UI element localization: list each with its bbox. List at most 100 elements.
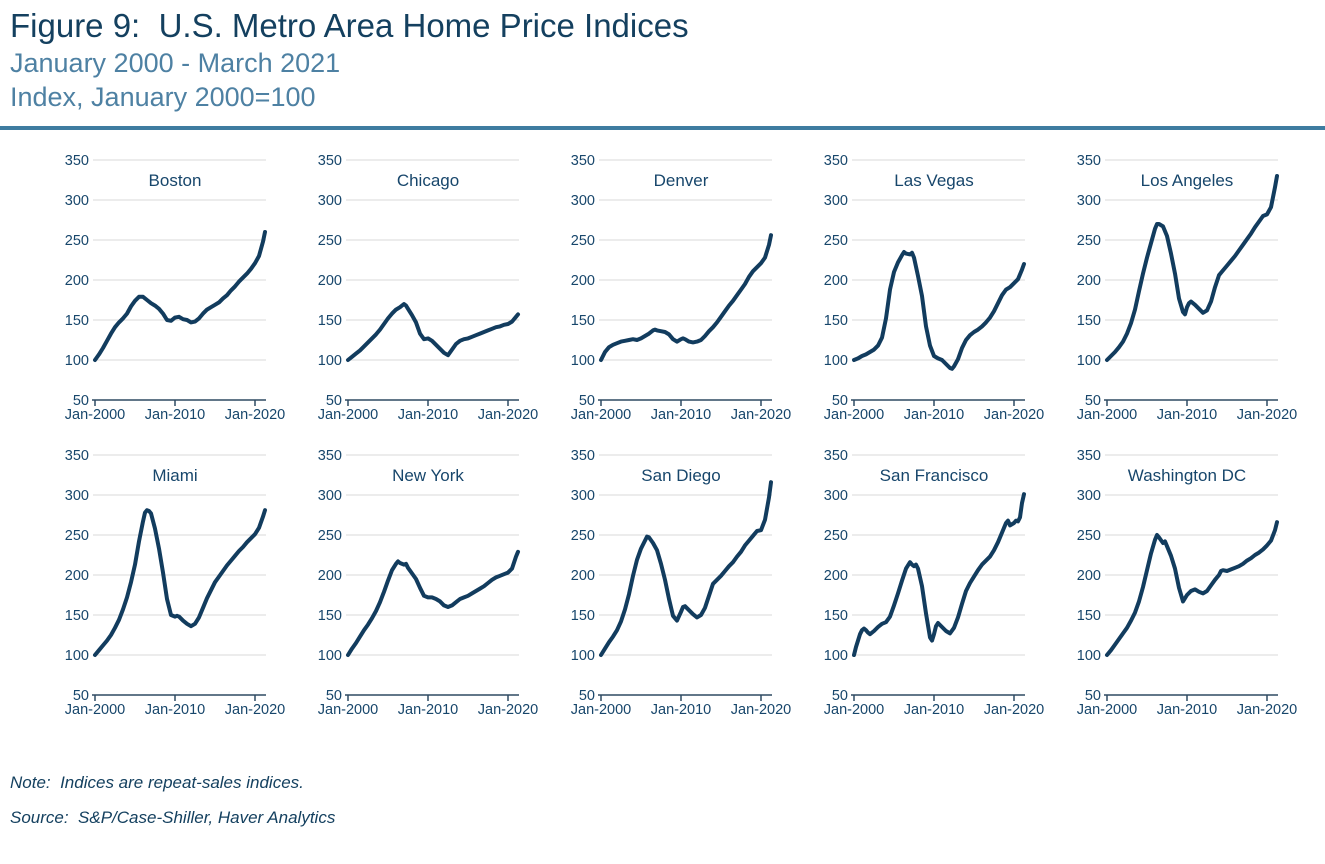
figure-header: Figure 9: U.S. Metro Area Home Price Ind… <box>0 0 1325 114</box>
y-axis-label: 350 <box>318 448 342 464</box>
price-index-line <box>1105 520 1279 657</box>
y-axis-label: 250 <box>318 233 342 249</box>
x-axis-label: Jan-2020 <box>225 407 285 423</box>
chart-title: Miami <box>152 466 197 485</box>
y-axis-label: 350 <box>824 153 848 169</box>
chart-cell-las-vegas: 350 300 250 200 150 100 50 Jan-2000 Jan-2010 Jan-… <box>817 140 1070 435</box>
y-axis-label: 300 <box>571 193 595 209</box>
price-index-line <box>346 549 520 657</box>
price-index-line <box>852 250 1026 371</box>
y-axis-label: 100 <box>1077 353 1101 369</box>
y-axis-label: 50 <box>579 688 595 704</box>
y-axis-label: 250 <box>65 528 89 544</box>
note-text: Note: Indices are repeat-sales indices. <box>10 773 304 792</box>
y-axis-label: 200 <box>318 273 342 289</box>
chart-cell-miami: 350 300 250 200 150 100 50 Jan-2000 Jan-2010 Jan-… <box>58 435 311 730</box>
y-axis-label: 100 <box>65 353 89 369</box>
figure-title: Figure 9: U.S. Metro Area Home Price Ind… <box>10 7 689 44</box>
y-axis-label: 150 <box>571 313 595 329</box>
y-axis-label: 100 <box>824 648 848 664</box>
chart-title: Washington DC <box>1128 466 1246 485</box>
x-axis-label: Jan-2010 <box>1157 407 1217 423</box>
y-axis-label: 300 <box>318 193 342 209</box>
chart-cell-los-angeles: 350 300 250 200 150 100 50 Jan-2000 Jan-2010 Jan-… <box>1070 140 1323 435</box>
chart-cell-san-diego: 350 300 250 200 150 100 50 Jan-2000 Jan-2010 Jan-… <box>564 435 817 730</box>
price-index-line <box>93 508 267 657</box>
figure-footer: Note: Indices are repeat-sales indices. … <box>10 772 1325 829</box>
chart-cell-washington-dc: 350 300 250 200 150 100 50 Jan-2000 Jan-2010 Jan-… <box>1070 435 1323 730</box>
x-axis-label: Jan-2020 <box>478 702 538 718</box>
x-axis-label: Jan-2010 <box>1157 702 1217 718</box>
y-axis-label: 250 <box>1077 233 1101 249</box>
y-axis-label: 50 <box>1085 688 1101 704</box>
y-axis-label: 200 <box>1077 568 1101 584</box>
y-axis-label: 200 <box>65 273 89 289</box>
y-axis-label: 150 <box>1077 608 1101 624</box>
chart-cell-san-francisco: 350 300 250 200 150 100 50 Jan-2000 Jan-2010 Jan-… <box>817 435 1070 730</box>
y-axis-label: 100 <box>571 648 595 664</box>
y-axis-label: 50 <box>579 393 595 409</box>
y-axis-label: 50 <box>326 393 342 409</box>
x-axis-label: Jan-2020 <box>731 407 791 423</box>
y-axis-label: 250 <box>571 528 595 544</box>
y-axis-label: 200 <box>1077 273 1101 289</box>
y-axis-label: 300 <box>1077 488 1101 504</box>
x-axis-label: Jan-2020 <box>1237 407 1297 423</box>
chart-cell-denver: 350 300 250 200 150 100 50 Jan-2000 Jan-2010 Jan-… <box>564 140 817 435</box>
x-axis-label: Jan-2020 <box>731 702 791 718</box>
x-axis-label: Jan-2000 <box>318 702 378 718</box>
y-axis-label: 150 <box>318 608 342 624</box>
chart-cell-boston: 350 300 250 200 150 100 50 Jan-2000 Jan-2010 Jan-… <box>58 140 311 435</box>
price-index-line <box>346 302 520 362</box>
y-axis-label: 250 <box>824 233 848 249</box>
y-axis-label: 100 <box>65 648 89 664</box>
chart-title: Los Angeles <box>1141 171 1234 190</box>
x-axis-label: Jan-2000 <box>1077 702 1137 718</box>
y-axis-label: 300 <box>1077 193 1101 209</box>
x-axis-label: Jan-2010 <box>145 702 205 718</box>
figure-subtitle-index-note: Index, January 2000=100 <box>10 82 316 112</box>
x-axis-label: Jan-2010 <box>398 702 458 718</box>
x-axis-label: Jan-2020 <box>478 407 538 423</box>
y-axis-label: 300 <box>824 488 848 504</box>
x-axis-label: Jan-2000 <box>65 407 125 423</box>
y-axis-label: 250 <box>824 528 848 544</box>
x-axis-label: Jan-2010 <box>651 407 711 423</box>
x-axis-label: Jan-2010 <box>145 407 205 423</box>
y-axis-label: 300 <box>571 488 595 504</box>
price-index-line <box>599 480 773 657</box>
y-axis-label: 350 <box>824 448 848 464</box>
y-axis-label: 150 <box>824 313 848 329</box>
y-axis-label: 50 <box>1085 393 1101 409</box>
y-axis-label: 300 <box>65 193 89 209</box>
y-axis-label: 150 <box>824 608 848 624</box>
figure-subtitle-daterange: January 2000 - March 2021 <box>10 48 341 78</box>
y-axis-label: 150 <box>318 313 342 329</box>
y-axis-label: 350 <box>1077 153 1101 169</box>
y-axis-label: 100 <box>318 353 342 369</box>
charts-grid: 350 300 250 200 150 100 50 Jan-2000 Jan-2010 Jan-… <box>58 140 1325 730</box>
y-axis-label: 100 <box>824 353 848 369</box>
y-axis-label: 250 <box>318 528 342 544</box>
y-axis-label: 300 <box>65 488 89 504</box>
y-axis-label: 200 <box>824 273 848 289</box>
price-index-line <box>599 233 773 362</box>
y-axis-label: 250 <box>65 233 89 249</box>
chart-title: New York <box>392 466 464 485</box>
y-axis-label: 350 <box>65 153 89 169</box>
chart-title: Boston <box>149 171 202 190</box>
x-axis-label: Jan-2010 <box>904 407 964 423</box>
y-axis-label: 100 <box>318 648 342 664</box>
chart-title: Denver <box>654 171 709 190</box>
y-axis-label: 50 <box>73 688 89 704</box>
y-axis-label: 150 <box>65 608 89 624</box>
source-text: Source: S&P/Case-Shiller, Haver Analytic… <box>10 808 336 827</box>
